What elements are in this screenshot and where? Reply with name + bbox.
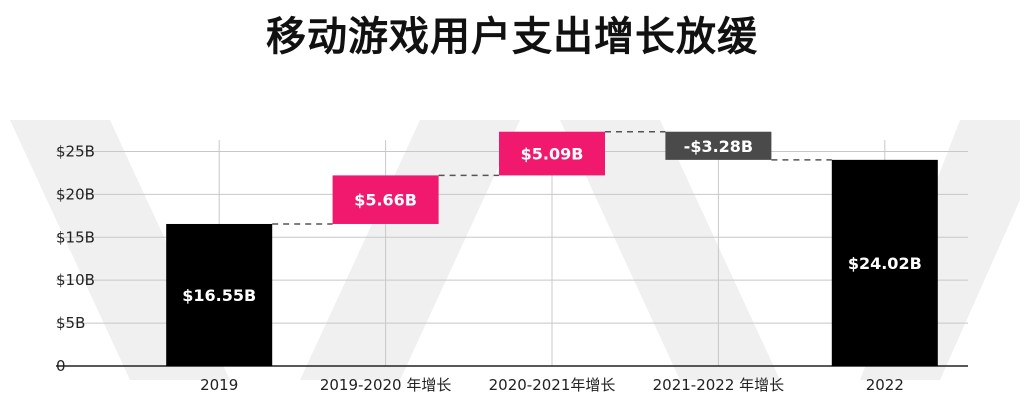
x-tick-label: 2022 (866, 376, 904, 394)
y-tick-label: $25B (56, 142, 95, 160)
bar-value-label: -$3.28B (684, 137, 753, 156)
bar-decrease (665, 131, 772, 160)
bars: $16.55B $5.66B $5.09B -$3.28B $24.02B (166, 131, 938, 366)
bar-value-label: $5.66B (354, 191, 417, 210)
y-tick-label: $20B (56, 185, 95, 203)
x-axis-ticks: 2019 2019-2020 年增长 2020-2021年增长 2021-2022 年… (200, 376, 904, 394)
bar-group-2: $5.09B (499, 131, 605, 176)
x-tick-label: 2019 (200, 376, 238, 394)
bar-group-0: $16.55B (166, 223, 273, 366)
y-tick-label: 0 (56, 357, 66, 375)
bar-increase (499, 131, 605, 176)
bar-value-label: $24.02B (848, 254, 922, 273)
x-tick-label: 2020-2021年增长 (489, 376, 616, 394)
x-tick-label: 2021-2022 年增长 (653, 376, 785, 394)
y-axis-ticks: 0 $5B $10B $15B $20B $25B (56, 142, 95, 375)
watermark-shape-2 (560, 120, 780, 380)
bar-increase (332, 175, 439, 224)
bar-group-3: -$3.28B (665, 131, 772, 160)
chart-title: 移动游戏用户支出增长放缓 (266, 14, 758, 60)
y-tick-label: $5B (56, 314, 85, 332)
bar-group-4: $24.02B (831, 159, 938, 366)
y-tick-label: $10B (56, 271, 95, 289)
watermark-shape-1 (300, 120, 520, 380)
bar-group-1: $5.66B (332, 175, 439, 224)
bar-value-label: $16.55B (182, 286, 256, 305)
bar-total (831, 159, 938, 366)
bar-value-label: $5.09B (521, 145, 584, 164)
x-tick-label: 2019-2020 年增长 (320, 376, 452, 394)
bar-total (166, 223, 273, 366)
y-tick-label: $15B (56, 228, 95, 246)
